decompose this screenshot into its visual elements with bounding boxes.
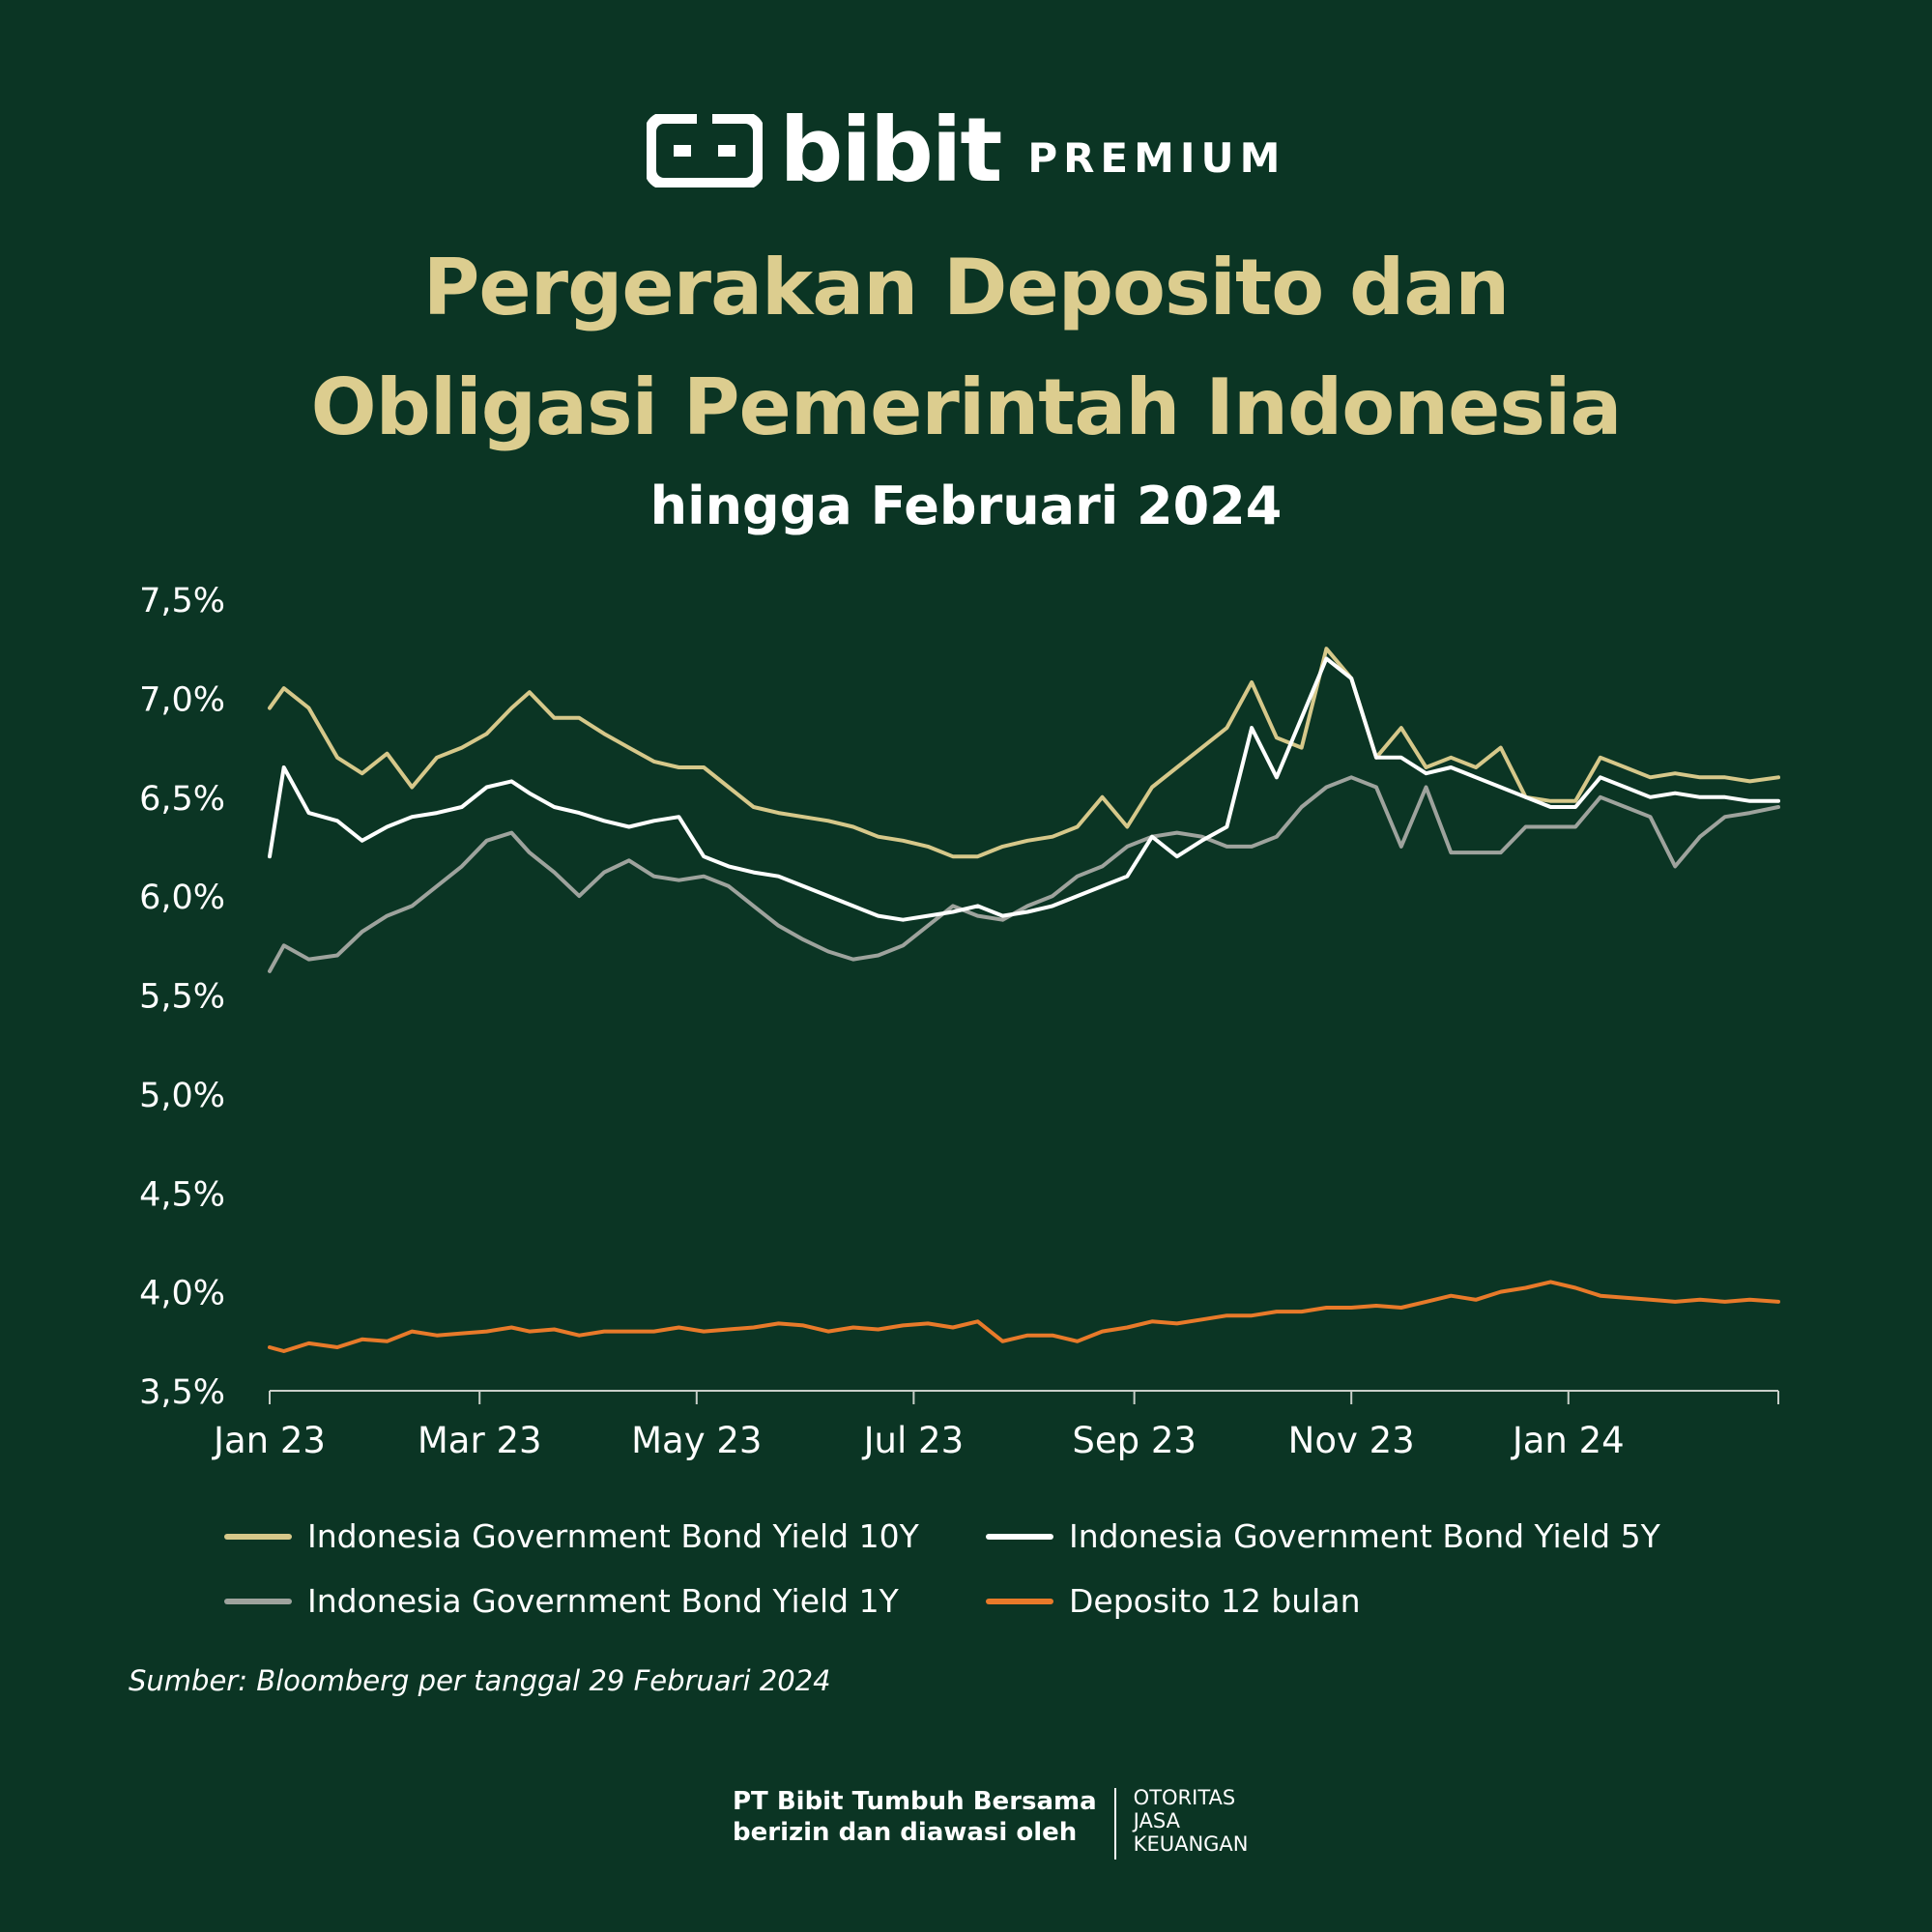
brand-tier: PREMIUM <box>1027 133 1286 182</box>
brand-name: bibit <box>779 99 1003 202</box>
footer-divider <box>1113 1788 1116 1860</box>
chart-title-line1: Pergerakan Deposito dan <box>422 243 1510 332</box>
y-tick-label: 4,5% <box>139 1175 225 1214</box>
legend-item-5y: Indonesia Government Bond Yield 5Y <box>986 1517 1660 1555</box>
x-tick-label: Jan 24 <box>1511 1420 1625 1461</box>
series-line-deposit <box>268 1280 1780 1353</box>
legend-label-10y: Indonesia Government Bond Yield 10Y <box>307 1517 919 1555</box>
legend-swatch-5y <box>986 1533 1053 1540</box>
chart-subtitle: hingga Februari 2024 <box>649 476 1283 536</box>
series-line-5y <box>268 656 1780 922</box>
y-tick-label: 3,5% <box>139 1373 225 1412</box>
legend-swatch-10y <box>224 1533 292 1540</box>
y-tick-label: 6,5% <box>139 780 225 819</box>
legend-label-1y: Indonesia Government Bond Yield 1Y <box>307 1582 899 1620</box>
ojk-logo: OTORITAS JASA KEUANGAN <box>1134 1786 1249 1856</box>
bibit-logo-icon <box>646 114 763 187</box>
legend-label-deposit: Deposito 12 bulan <box>1069 1582 1361 1620</box>
y-tick-label: 7,0% <box>139 680 225 719</box>
legend-item-1y: Indonesia Government Bond Yield 1Y <box>224 1582 899 1620</box>
footer-company-line1: PT Bibit Tumbuh Bersama <box>733 1787 1097 1816</box>
y-tick-label: 5,5% <box>139 978 225 1017</box>
x-tick-label: Mar 23 <box>418 1420 542 1461</box>
x-tick-label: Nov 23 <box>1288 1420 1415 1461</box>
ojk-line3: KEUANGAN <box>1133 1832 1249 1856</box>
legend-swatch-deposit <box>986 1598 1053 1604</box>
legend-label-5y: Indonesia Government Bond Yield 5Y <box>1069 1517 1660 1555</box>
y-tick-label: 4,0% <box>139 1275 225 1313</box>
x-tick-label: Sep 23 <box>1072 1420 1197 1461</box>
ojk-line1: OTORITAS <box>1133 1786 1236 1809</box>
chart-title-line2: Obligasi Pemerintah Indonesia <box>310 362 1623 452</box>
legend-item-10y: Indonesia Government Bond Yield 10Y <box>224 1517 919 1555</box>
footer: PT Bibit Tumbuh Bersama berizin dan diaw… <box>733 1786 1249 1860</box>
series-line-10y <box>268 647 1780 859</box>
brand-header: bibit PREMIUM <box>0 106 1932 195</box>
x-tick-label: Jul 23 <box>862 1420 964 1461</box>
y-tick-label: 7,5% <box>139 582 225 620</box>
footer-company: PT Bibit Tumbuh Bersama berizin dan diaw… <box>733 1786 1097 1848</box>
y-tick-label: 5,0% <box>139 1077 225 1115</box>
source-note: Sumber: Bloomberg per tanggal 29 Februar… <box>129 1664 831 1697</box>
y-tick-label: 6,0% <box>139 879 225 917</box>
x-tick-label: May 23 <box>631 1420 762 1461</box>
x-tick-label: Jan 23 <box>212 1420 326 1461</box>
footer-company-line2: berizin dan diawasi oleh <box>733 1818 1078 1847</box>
ojk-line2: JASA <box>1133 1809 1180 1832</box>
legend-item-deposit: Deposito 12 bulan <box>986 1582 1360 1620</box>
legend-swatch-1y <box>224 1598 292 1604</box>
